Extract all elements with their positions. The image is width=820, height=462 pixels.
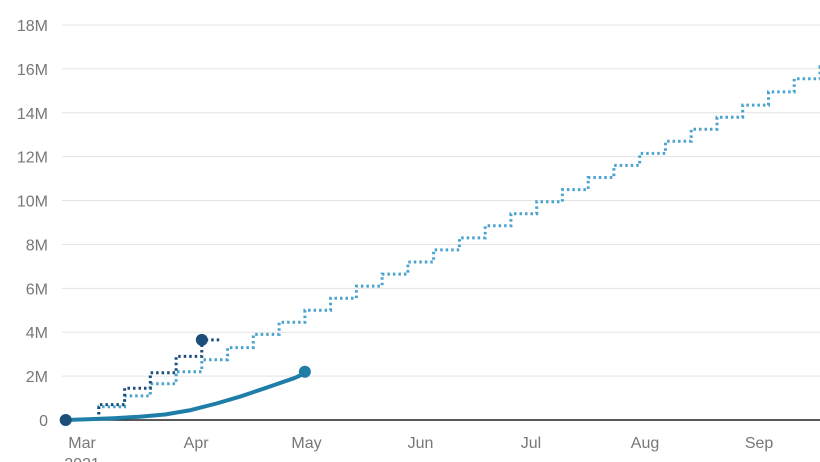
gridlines: [62, 24, 820, 421]
x-tick-label: Jul: [521, 435, 541, 452]
series-2-solid-line: [63, 369, 307, 422]
y-tick-label: 14M: [17, 106, 48, 123]
x-tick-label: Sep: [745, 435, 774, 452]
x-tick-label: Aug: [631, 435, 659, 452]
series-markers: [59, 333, 311, 426]
x-tick-label: Jun: [408, 435, 434, 452]
y-axis-tick-labels: 0 2M 4M 6M 8M 10M 12M 14M 16M 18M: [17, 18, 48, 430]
y-tick-label: 4M: [26, 325, 48, 342]
y-tick-label: 12M: [17, 150, 48, 167]
series-1-end-marker: [195, 333, 208, 346]
y-tick-label: 2M: [26, 369, 48, 386]
x-axis-tick-labels: Mar 2021 Apr May Jun Jul Aug Sep: [64, 435, 773, 462]
x-tick-label: Apr: [184, 435, 210, 452]
y-tick-label: 16M: [17, 62, 48, 79]
y-tick-label: 18M: [17, 18, 48, 35]
y-tick-label: 8M: [26, 237, 48, 254]
series-2-end-marker: [298, 365, 311, 378]
series-0-stepped-dotted-line: [97, 65, 820, 420]
series-1-stepped-dotted-line: [97, 338, 222, 420]
x-tick-label: Mar: [68, 435, 96, 452]
start-marker: [59, 414, 72, 426]
y-tick-label: 0: [39, 413, 48, 430]
y-tick-label: 10M: [17, 194, 48, 211]
x-tick-label: May: [291, 435, 321, 452]
y-tick-label: 6M: [26, 281, 48, 298]
x-tick-sublabel: 2021: [64, 456, 100, 462]
series-lines: [63, 65, 820, 422]
